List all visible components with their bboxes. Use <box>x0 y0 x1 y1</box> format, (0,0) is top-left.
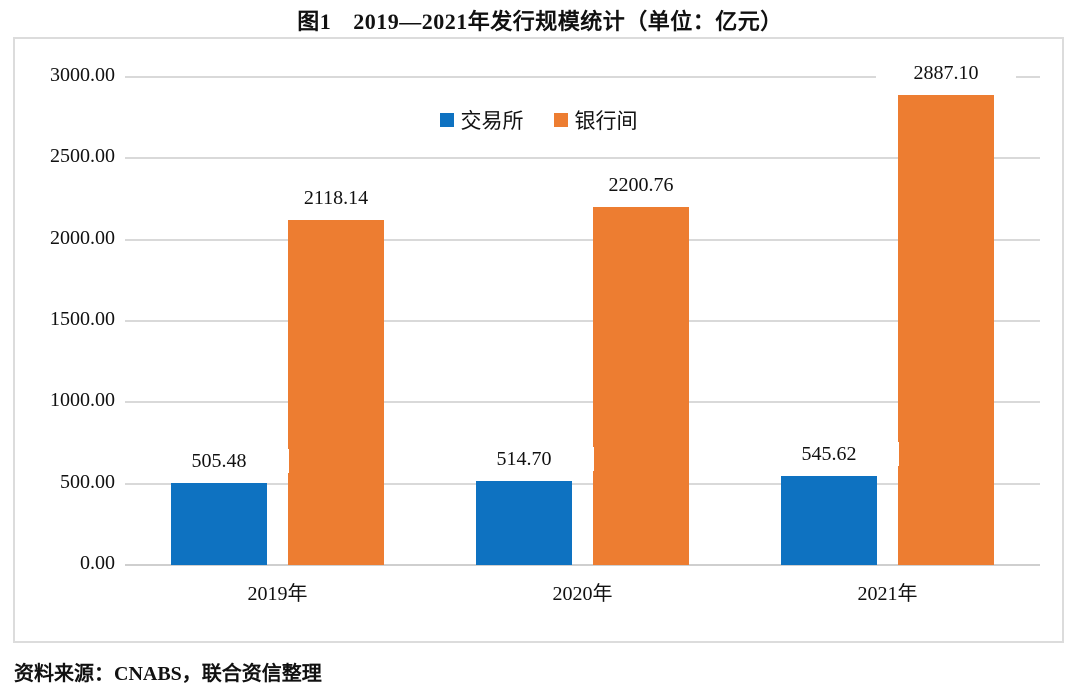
value-label: 2200.76 <box>571 173 711 197</box>
y-axis-tick-label: 2500.00 <box>50 145 115 168</box>
bar-交易所-2021年 <box>781 476 877 565</box>
gridline <box>125 76 1040 78</box>
legend-item-交易所: 交易所 <box>439 105 524 135</box>
legend: 交易所 银行间 <box>15 105 1062 135</box>
gridline <box>125 482 1040 485</box>
legend-item-银行间: 银行间 <box>553 105 638 135</box>
value-label: 2118.14 <box>266 186 406 211</box>
x-axis-tick-label: 2019年 <box>247 583 308 605</box>
legend-swatch-icon <box>553 113 568 127</box>
plot-area: 0.00 500.00 1000.00 1500.00 2000.00 2500.00 30… <box>13 37 1064 643</box>
legend-swatch-icon <box>439 113 454 127</box>
x-axis-line <box>125 564 1040 566</box>
bar-交易所-2020年 <box>476 481 572 565</box>
value-label: 505.48 <box>149 448 289 473</box>
gridline <box>125 401 1040 404</box>
bar-银行间-2020年 <box>593 207 689 565</box>
x-axis-tick-label: 2021年 <box>857 583 918 605</box>
y-axis-tick-label: 2000.00 <box>50 226 115 249</box>
legend-label: 银行间 <box>574 109 638 133</box>
value-label: 514.70 <box>454 447 594 472</box>
bar-银行间-2019年 <box>288 220 384 565</box>
gridline <box>125 157 1040 160</box>
bar-银行间-2021年 <box>898 95 994 565</box>
chart-title-main: 2019—2021年发行规模统计（单位：亿元） <box>353 9 783 34</box>
y-axis-tick-label: 3000.00 <box>50 64 115 86</box>
bar-交易所-2019年 <box>171 482 267 565</box>
source-note: 资料来源：CNABS，联合资信整理 <box>14 663 322 685</box>
value-label: 2887.10 <box>876 61 1016 86</box>
gridline <box>125 238 1040 241</box>
value-label: 545.62 <box>759 442 899 467</box>
gridline <box>125 320 1040 322</box>
legend-label: 交易所 <box>460 109 524 133</box>
y-axis-tick-label: 0.00 <box>80 552 115 574</box>
y-axis-tick-label: 1000.00 <box>50 389 115 412</box>
chart-title: 图1 2019—2021年发行规模统计（单位：亿元） <box>0 4 1080 36</box>
chart-title-prefix: 图1 <box>297 9 332 34</box>
y-axis-tick-label: 500.00 <box>60 470 115 493</box>
x-axis-tick-label: 2020年 <box>552 583 613 605</box>
y-axis-tick-label: 1500.00 <box>50 308 115 330</box>
